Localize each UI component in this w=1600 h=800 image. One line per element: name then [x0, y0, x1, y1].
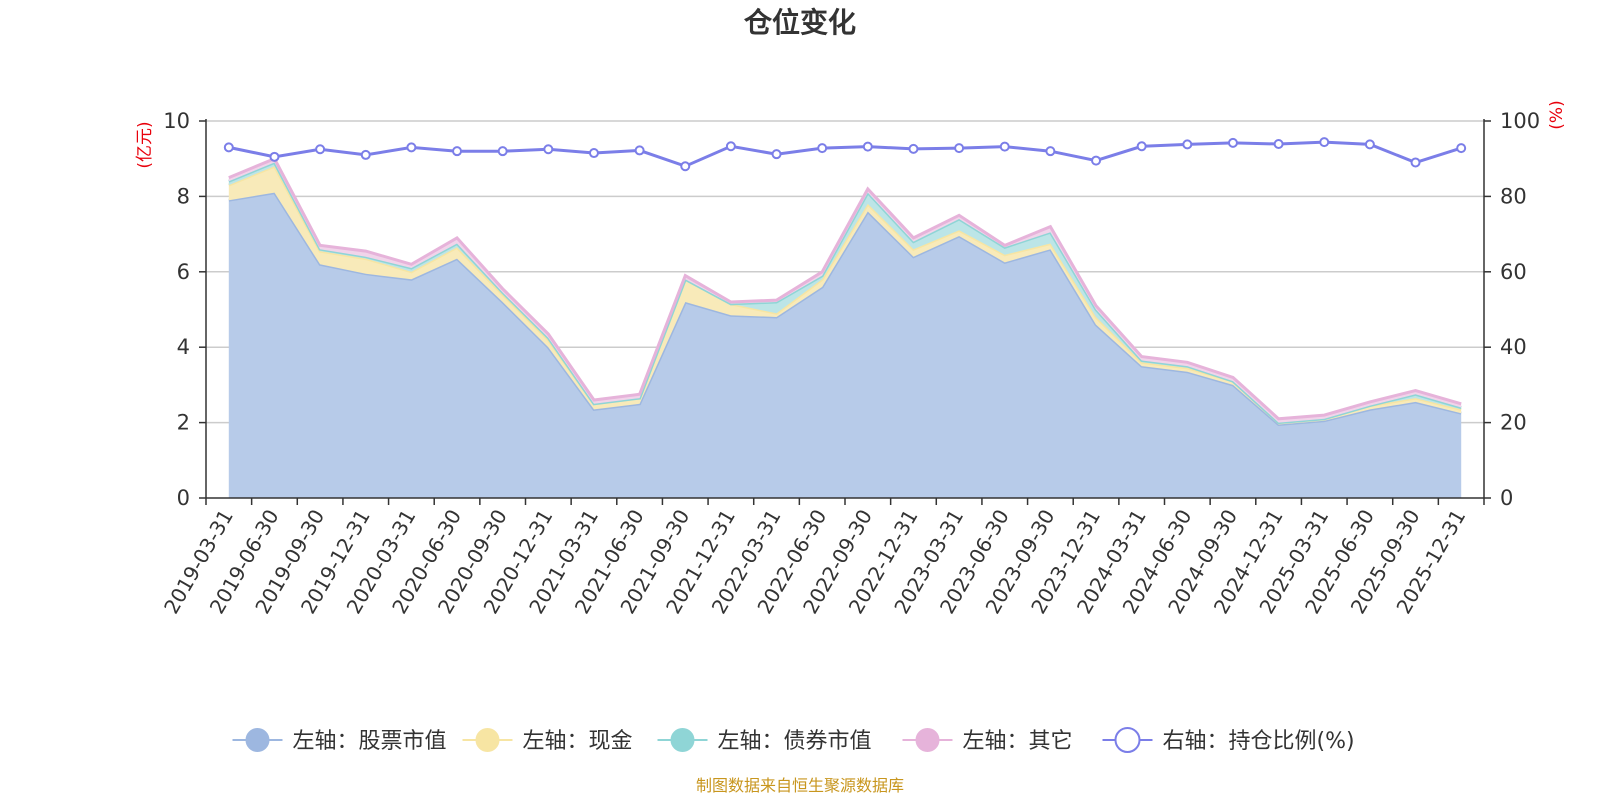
legend-item: 左轴：股票市值 [232, 728, 447, 754]
stacked-areas [228, 156, 1462, 498]
ratio-point [634, 145, 645, 156]
legend-marker [915, 728, 940, 752]
ratio-point [1227, 137, 1238, 148]
ratio-point [1273, 138, 1284, 149]
ratio-point [1136, 141, 1147, 152]
right-y-tick-label: 100 [1500, 109, 1540, 133]
legend-item: 左轴：现金 [462, 728, 633, 754]
legend-label: 右轴：持仓比例(%) [1163, 729, 1355, 754]
legend-item: 左轴：其它 [902, 728, 1073, 754]
legend-label: 左轴：现金 [523, 729, 633, 754]
area-edge-左轴：其它 [228, 156, 1462, 421]
ratio-point [588, 148, 599, 159]
left-y-tick-label: 6 [177, 260, 190, 284]
left-y-tick-label: 4 [177, 335, 190, 359]
right-y-tick-label: 60 [1500, 260, 1527, 284]
ratio-point [1319, 137, 1330, 148]
legend-label: 左轴：股票市值 [293, 729, 447, 754]
ratio-point [223, 142, 234, 153]
ratio-point [1364, 139, 1375, 150]
right-axis-unit: (%) [1547, 100, 1567, 129]
left-axis-unit: (亿元) [135, 121, 155, 168]
legend-item: 右轴：持仓比例(%) [1102, 727, 1355, 754]
legend-item: 左轴：债券市值 [657, 728, 872, 754]
left-y-tick-label: 10 [163, 109, 190, 133]
legend-label: 左轴：债券市值 [718, 729, 872, 754]
legend-marker [1114, 727, 1141, 753]
legend: 左轴：股票市值 左轴：现金 左轴：债券市值 左轴：其它 右轴：持仓比例(%) [232, 727, 1355, 754]
left-y-tick-label: 2 [177, 411, 190, 435]
legend-marker [670, 728, 695, 752]
ratio-point [452, 146, 463, 157]
right-y-tick-label: 40 [1500, 335, 1527, 359]
chart-title: 仓位变化 [744, 6, 856, 39]
ratio-point [315, 144, 326, 155]
right-y-tick-label: 80 [1500, 184, 1527, 208]
source-note: 制图数据来自恒生聚源数据库 [696, 776, 904, 795]
ratio-point [543, 144, 554, 155]
ratio-point [817, 143, 828, 154]
right-y-tick-label: 0 [1500, 486, 1513, 510]
legend-marker [475, 728, 500, 752]
right-y-tick-label: 20 [1500, 411, 1527, 435]
ratio-point [269, 151, 280, 162]
ratio-line-series [223, 137, 1467, 172]
ratio-point [771, 149, 782, 160]
ratio-point [497, 146, 508, 157]
left-y-tick-label: 8 [177, 184, 190, 208]
ratio-point [862, 141, 873, 152]
ratio-point [360, 149, 371, 160]
ratio-point [1182, 139, 1193, 150]
ratio-point [908, 143, 919, 154]
ratio-point [1045, 146, 1056, 157]
ratio-point [406, 142, 417, 153]
area-左轴：股票市值 [228, 192, 1462, 498]
ratio-point [1456, 143, 1467, 154]
ratio-point [680, 161, 691, 172]
ratio-point [725, 141, 736, 152]
legend-label: 左轴：其它 [963, 729, 1073, 754]
ratio-line [228, 140, 1462, 168]
ratio-point [954, 143, 965, 154]
ratio-point [1410, 157, 1421, 168]
left-y-tick-label: 0 [177, 486, 190, 510]
legend-marker [245, 728, 270, 752]
ratio-point [1091, 155, 1102, 166]
ratio-point [999, 141, 1010, 152]
